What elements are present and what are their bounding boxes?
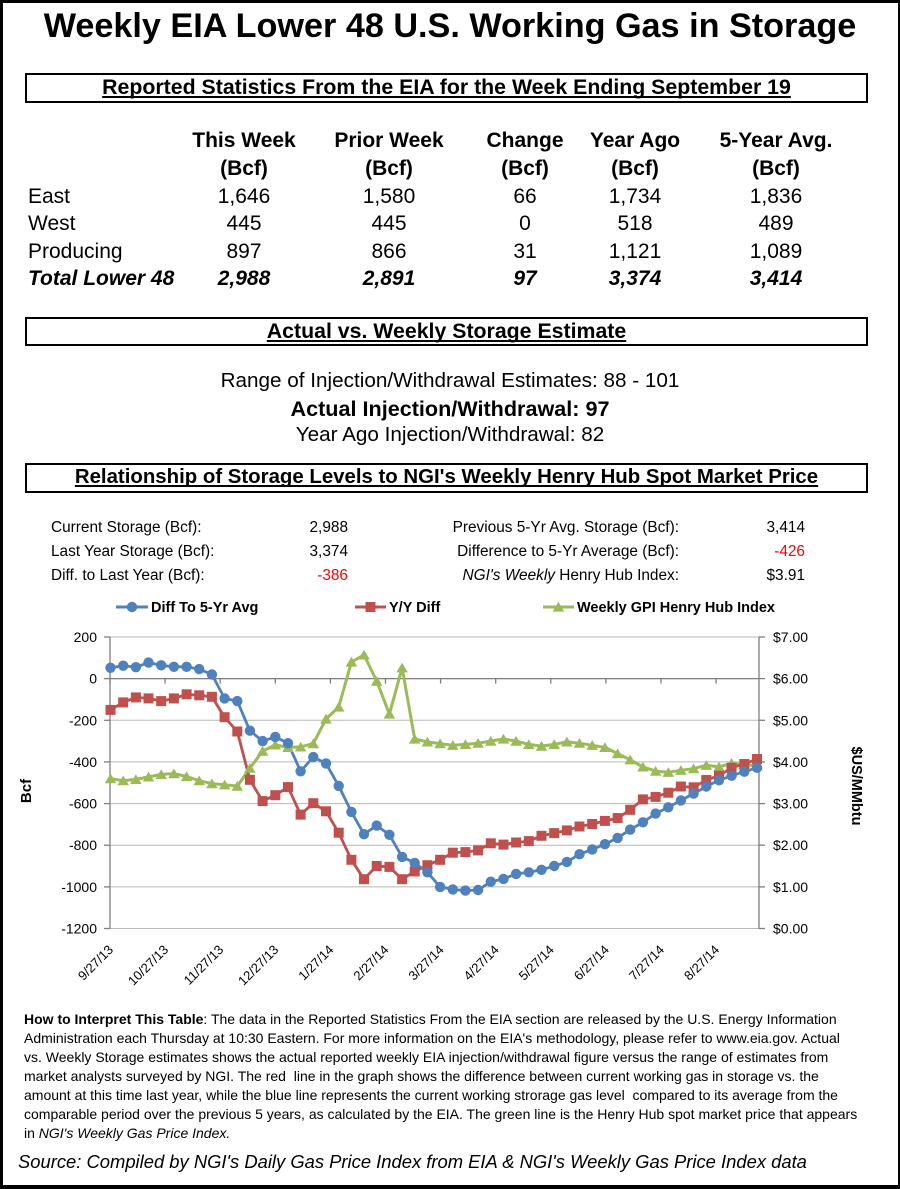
svg-text:0: 0: [89, 671, 97, 687]
svg-text:12/27/13: 12/27/13: [235, 942, 281, 988]
svg-text:1/27/14: 1/27/14: [295, 942, 336, 983]
svg-text:5/27/14: 5/27/14: [516, 942, 557, 983]
svg-text:$3.00: $3.00: [773, 796, 808, 812]
svg-text:$7.00: $7.00: [773, 629, 808, 645]
svg-text:Bcf: Bcf: [18, 778, 35, 803]
svg-text:Diff To 5-Yr Avg: Diff To 5-Yr Avg: [151, 600, 258, 616]
svg-text:Y/Y Diff: Y/Y Diff: [389, 600, 440, 616]
svg-text:-600: -600: [69, 796, 97, 812]
svg-text:6/27/14: 6/27/14: [571, 942, 612, 983]
svg-text:9/27/13: 9/27/13: [75, 942, 116, 983]
svg-text:$0.00: $0.00: [773, 921, 808, 937]
svg-text:Weekly GPI Henry Hub Index: Weekly GPI Henry Hub Index: [577, 600, 775, 616]
svg-text:8/27/14: 8/27/14: [681, 942, 722, 983]
svg-text:7/27/14: 7/27/14: [626, 942, 667, 983]
svg-text:-800: -800: [69, 837, 97, 853]
svg-text:-1200: -1200: [61, 921, 97, 937]
svg-text:$4.00: $4.00: [773, 754, 808, 770]
svg-text:$1.00: $1.00: [773, 879, 808, 895]
svg-text:$5.00: $5.00: [773, 712, 808, 728]
svg-text:$2.00: $2.00: [773, 837, 808, 853]
svg-text:-400: -400: [69, 754, 97, 770]
svg-text:-200: -200: [69, 712, 97, 728]
svg-text:4/27/14: 4/27/14: [461, 942, 502, 983]
svg-text:$6.00: $6.00: [773, 671, 808, 687]
svg-text:$US/MMbtu: $US/MMbtu: [848, 747, 864, 826]
svg-text:10/27/13: 10/27/13: [125, 942, 171, 988]
svg-text:200: 200: [74, 629, 98, 645]
svg-text:-1000: -1000: [61, 879, 97, 895]
svg-text:2/27/14: 2/27/14: [350, 942, 391, 983]
svg-text:3/27/14: 3/27/14: [405, 942, 446, 983]
svg-text:11/27/13: 11/27/13: [181, 942, 227, 988]
